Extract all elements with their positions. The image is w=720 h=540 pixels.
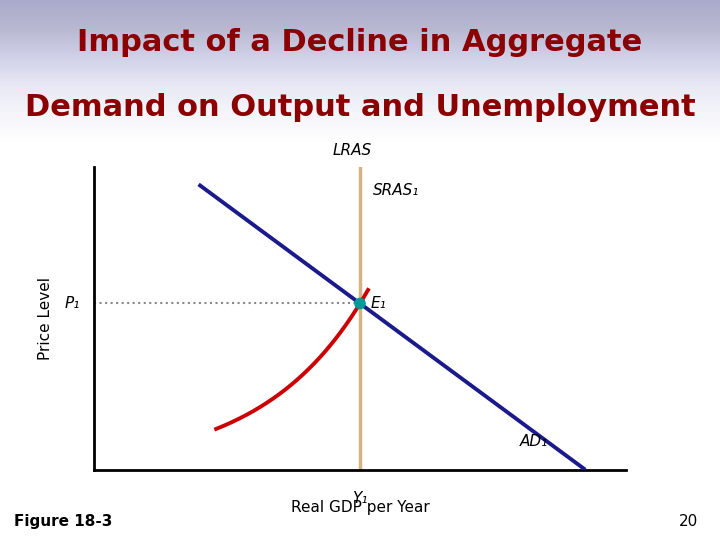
Text: Figure 18-3: Figure 18-3 (14, 514, 113, 529)
Point (354, 299, 366, 308)
Text: AD₁: AD₁ (520, 434, 548, 449)
Text: Demand on Output and Unemployment: Demand on Output and Unemployment (24, 93, 696, 122)
Text: Real GDP per Year: Real GDP per Year (291, 500, 429, 515)
Text: Y₁: Y₁ (352, 491, 368, 506)
Text: SRAS₁: SRAS₁ (374, 183, 420, 198)
Text: P₁: P₁ (65, 296, 81, 311)
Text: Impact of a Decline in Aggregate: Impact of a Decline in Aggregate (77, 29, 643, 57)
Text: 20: 20 (679, 514, 698, 529)
Text: Price Level: Price Level (38, 277, 53, 360)
Text: E₁: E₁ (371, 296, 387, 311)
Text: LRAS: LRAS (333, 143, 372, 158)
